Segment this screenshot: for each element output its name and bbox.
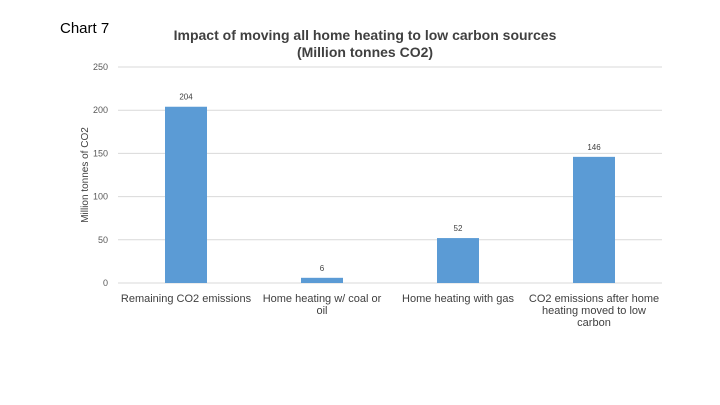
category-label-3: Home heating with gas [402, 293, 514, 305]
y-tick-label: 200 [93, 105, 108, 115]
category-label-1: Remaining CO2 emissions [121, 293, 252, 305]
y-tick-label: 0 [103, 278, 108, 288]
y-tick-label: 150 [93, 148, 108, 158]
y-axis-ticks: 0 50 100 150 200 250 [93, 62, 108, 288]
page-label: Chart 7 [60, 20, 110, 37]
category-labels: Remaining CO2 emissions Home heating w/ c… [121, 293, 659, 329]
data-labels: 204 6 52 146 [179, 93, 601, 273]
category-label-4: CO2 emissions after home heating moved to… [529, 293, 659, 329]
y-tick-label: 250 [93, 62, 108, 72]
bar-3 [437, 238, 479, 283]
chart-title: Impact of moving all home heating to low… [160, 27, 570, 61]
data-label-3: 52 [454, 224, 463, 233]
bar-2 [301, 277, 343, 283]
bar-1 [165, 106, 207, 283]
data-label-2: 6 [320, 264, 325, 273]
bar-4 [573, 156, 615, 283]
chart-title-line-1: Impact of moving all home heating to low… [173, 27, 557, 43]
data-label-1: 204 [179, 93, 193, 102]
bars [165, 106, 615, 283]
category-label-2: Home heating w/ coal or oil [263, 293, 382, 317]
chart-title-line-2: (Million tonnes CO2) [296, 44, 434, 60]
y-tick-label: 100 [93, 192, 108, 202]
y-tick-label: 50 [98, 235, 108, 245]
data-label-4: 146 [587, 143, 601, 152]
gridlines [118, 66, 662, 284]
y-axis-title: Million tonnes of CO2 [80, 127, 91, 223]
